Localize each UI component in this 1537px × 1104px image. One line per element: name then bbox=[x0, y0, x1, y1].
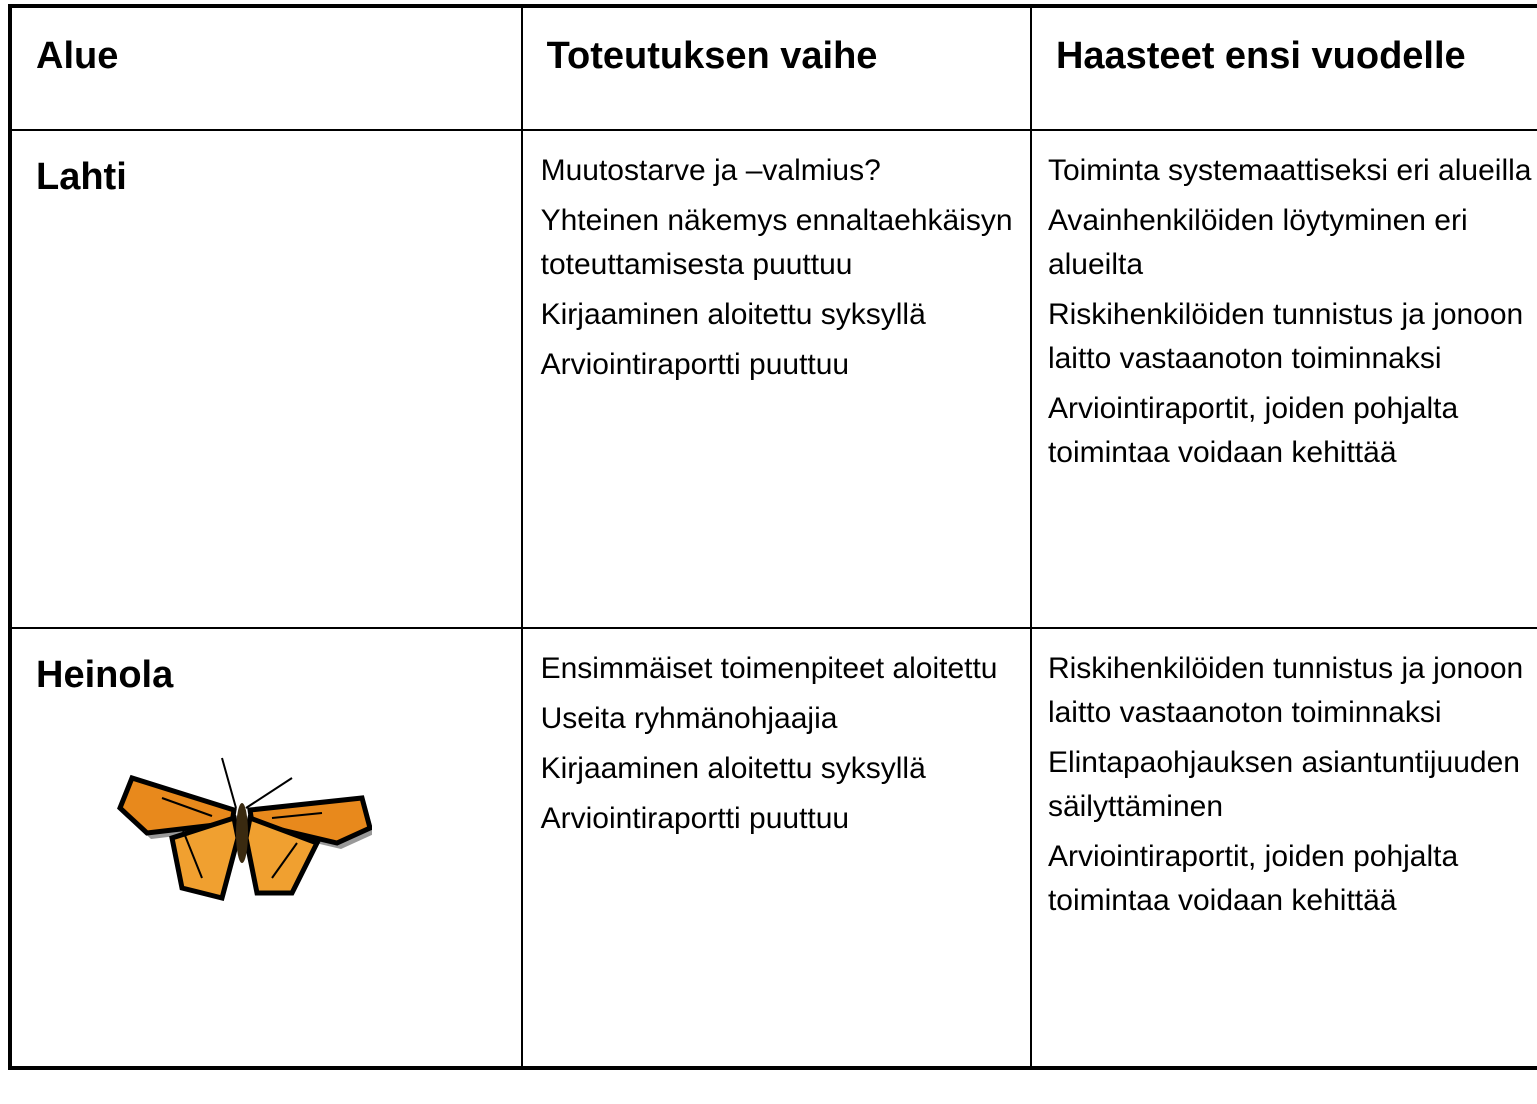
header-cell: Haasteet ensi vuodelle bbox=[1029, 5, 1537, 131]
cell-item: Avainhenkilöiden löytyminen eri alueilta bbox=[1047, 204, 1468, 281]
butterfly-illustration bbox=[117, 757, 372, 902]
area-name: Heinola bbox=[36, 654, 174, 696]
area-name: Lahti bbox=[36, 156, 127, 198]
header-cell: Alue bbox=[9, 5, 523, 131]
cell-item: Riskihenkilöiden tunnistus ja jonoon lai… bbox=[1047, 298, 1524, 375]
slide: Alue Toteutuksen vaihe Haasteet ensi vuode… bbox=[8, 4, 1537, 1104]
cell-item: Kirjaaminen aloitettu syksyllä bbox=[540, 298, 926, 331]
cell-item: Arviointiraportti puuttuu bbox=[540, 802, 850, 835]
header-cell: Toteutuksen vaihe bbox=[520, 5, 1032, 131]
cell-item: Muutostarve ja –valmius? bbox=[540, 154, 881, 187]
cell-item: Elintapaohjauksen asiantuntijuuden säily… bbox=[1047, 746, 1520, 823]
stage-cell: Ensimmäiset toimenpiteet aloitettu Useita… bbox=[520, 627, 1032, 1069]
table-row: Heinola Ensimmäiset toimenpiteet aloitet… bbox=[9, 627, 1537, 1069]
cell-item: Arviointiraportti puuttuu bbox=[540, 348, 850, 381]
cell-item: Arviointiraportit, joiden pohjalta toimi… bbox=[1047, 392, 1459, 469]
header-row: Alue Toteutuksen vaihe Haasteet ensi vuode… bbox=[9, 5, 1537, 131]
challenges-cell: Riskihenkilöiden tunnistus ja jonoon lai… bbox=[1029, 627, 1537, 1069]
challenges-cell: Toiminta systemaattiseksi eri alueilla Av… bbox=[1029, 129, 1537, 629]
cell-item: Kirjaaminen aloitettu syksyllä bbox=[540, 752, 926, 785]
cell-item: Riskihenkilöiden tunnistus ja jonoon lai… bbox=[1047, 652, 1524, 729]
table: Alue Toteutuksen vaihe Haasteet ensi vuode… bbox=[8, 4, 1537, 1070]
cell-item: Ensimmäiset toimenpiteet aloitettu bbox=[540, 652, 998, 685]
cell-item: Yhteinen näkemys ennaltaehkäisyn toteutt… bbox=[540, 204, 1013, 281]
table-row: Lahti Muutostarve ja –valmius? Yhteinen nä… bbox=[9, 129, 1537, 629]
area-cell: Lahti bbox=[9, 129, 523, 629]
cell-item: Toiminta systemaattiseksi eri alueilla bbox=[1047, 154, 1532, 187]
cell-item: Arviointiraportit, joiden pohjalta toimi… bbox=[1047, 840, 1459, 917]
stage-cell: Muutostarve ja –valmius? Yhteinen näkemys… bbox=[520, 129, 1032, 629]
cell-item: Useita ryhmänohjaajia bbox=[540, 702, 838, 735]
area-cell: Heinola bbox=[9, 627, 523, 1069]
